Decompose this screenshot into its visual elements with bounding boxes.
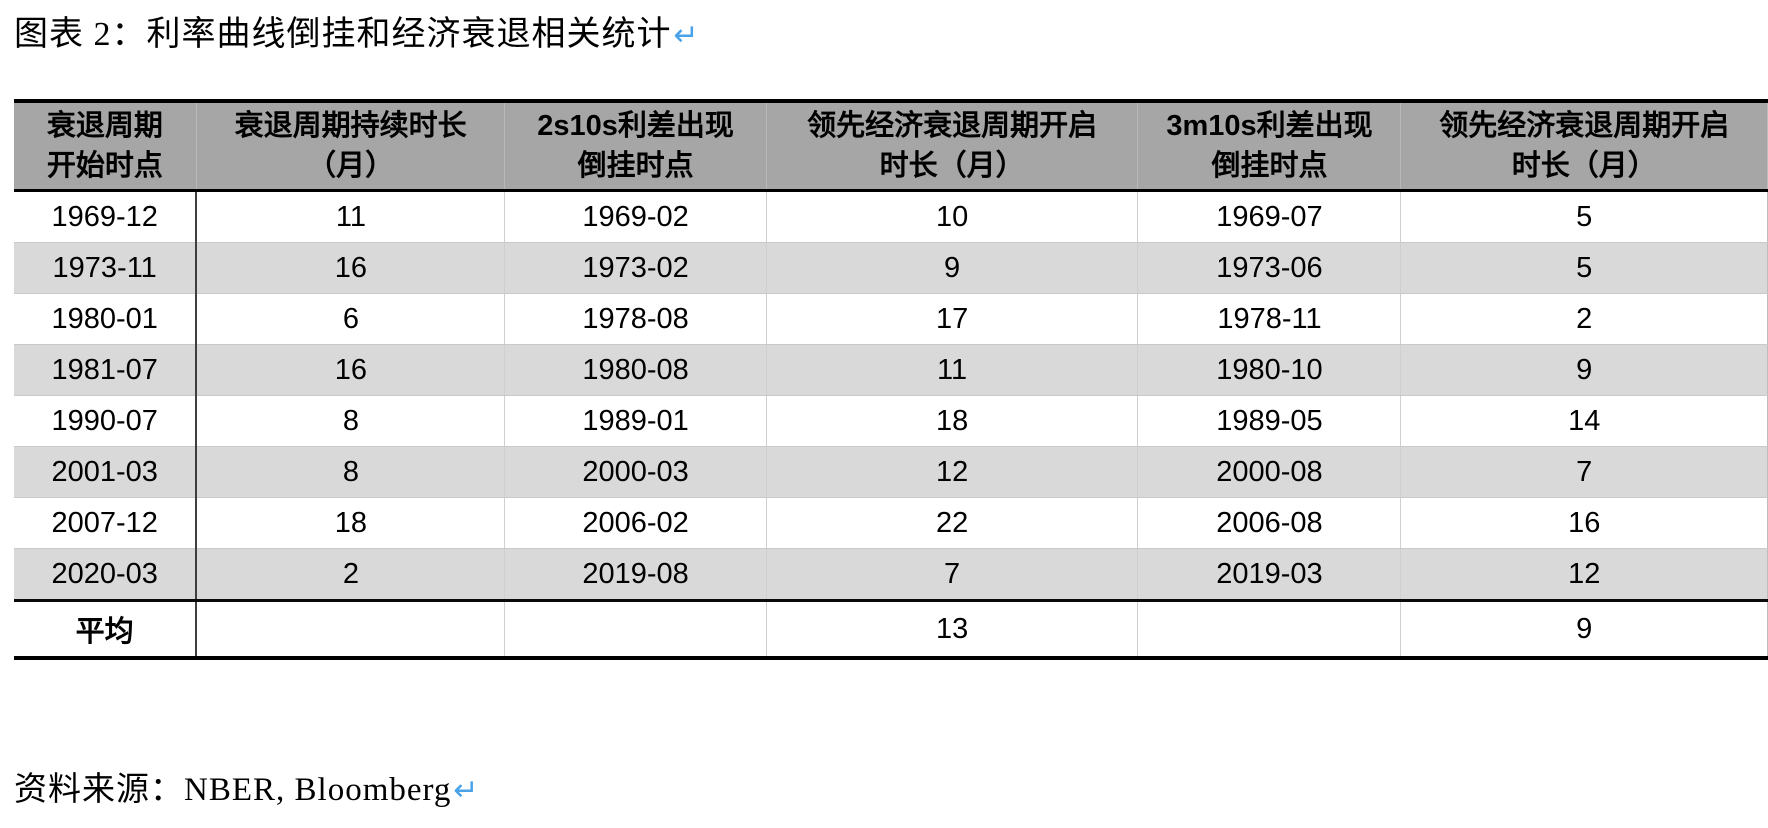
table-cell: 17: [765, 293, 1138, 345]
table-cell: [1137, 599, 1401, 658]
table-cell: 11: [195, 190, 505, 243]
table-cell: 1969-12: [14, 190, 197, 243]
table-cell: 12: [765, 446, 1138, 498]
table-header-row: 衰退周期 开始时点 衰退周期持续时长 （月） 2s10s利差出现 倒挂时点 领先经济衰…: [14, 101, 1768, 192]
table-cell: 16: [195, 242, 505, 294]
figure-title: 图表 2：利率曲线倒挂和经济衰退相关统计↵: [14, 6, 700, 55]
table-row: 2007-12 18 2006-02 22 2006-08 16: [14, 497, 1768, 549]
table-cell: 1980-10: [1137, 344, 1401, 396]
table-cell: 1990-07: [14, 395, 197, 447]
table-cell: 9: [765, 242, 1138, 294]
data-source-line: 资料来源：NBER, Bloomberg↵: [14, 762, 480, 810]
table-row: 1980-01 6 1978-08 17 1978-11 2: [14, 293, 1768, 345]
table-cell: 2000-08: [1137, 446, 1401, 498]
table-cell: 9: [1400, 599, 1768, 658]
table-cell: 1969-02: [504, 190, 767, 243]
column-header: 领先经济衰退周期开启 时长（月）: [765, 101, 1138, 192]
column-header: 领先经济衰退周期开启 时长（月）: [1400, 101, 1768, 192]
recession-inversion-stats-table: 衰退周期 开始时点 衰退周期持续时长 （月） 2s10s利差出现 倒挂时点 领先经济衰…: [14, 99, 1768, 660]
figure-title-text: 图表 2：利率曲线倒挂和经济衰退相关统计: [14, 16, 672, 53]
table-cell: 7: [1400, 446, 1768, 498]
table-cell: 1978-11: [1137, 293, 1401, 345]
table-cell: 16: [1400, 497, 1768, 549]
table-cell: 6: [195, 293, 505, 345]
table-cell: 8: [195, 446, 505, 498]
table-cell: 7: [765, 548, 1138, 601]
table-cell: 2006-02: [504, 497, 767, 549]
table-cell: 2019-03: [1137, 548, 1401, 601]
table-cell: 2000-03: [504, 446, 767, 498]
table-cell: 18: [765, 395, 1138, 447]
table-average-row: 平均 13 9: [14, 599, 1768, 658]
table-cell: 13: [765, 599, 1138, 658]
table-cell: 2: [1400, 293, 1768, 345]
table-row: 2020-03 2 2019-08 7 2019-03 12: [14, 548, 1768, 601]
table-cell: 1978-08: [504, 293, 767, 345]
table-cell: 1989-05: [1137, 395, 1401, 447]
data-source-text: 资料来源：NBER, Bloomberg: [14, 772, 452, 808]
table-cell: 1969-07: [1137, 190, 1401, 243]
average-row-label: 平均: [14, 599, 197, 658]
column-header: 衰退周期持续时长 （月）: [195, 101, 505, 192]
table-cell: 1973-06: [1137, 242, 1401, 294]
table-cell: 1980-08: [504, 344, 767, 396]
table-cell: 10: [765, 190, 1138, 243]
paragraph-return-icon: ↵: [673, 18, 700, 53]
table-header: 衰退周期 开始时点 衰退周期持续时长 （月） 2s10s利差出现 倒挂时点 领先经济衰…: [14, 101, 1768, 192]
table-cell: 2007-12: [14, 497, 197, 549]
table-cell: 11: [765, 344, 1138, 396]
table-cell: 22: [765, 497, 1138, 549]
table-cell: 12: [1400, 548, 1768, 601]
table-cell: 2019-08: [504, 548, 767, 601]
table-cell: 16: [195, 344, 505, 396]
table-cell: 1973-02: [504, 242, 767, 294]
table-cell: 1980-01: [14, 293, 197, 345]
table-row: 1981-07 16 1980-08 11 1980-10 9: [14, 344, 1768, 396]
table-row: 1973-11 16 1973-02 9 1973-06 5: [14, 242, 1768, 294]
column-header: 衰退周期 开始时点: [14, 101, 197, 192]
table-cell: 5: [1400, 242, 1768, 294]
table-row: 2001-03 8 2000-03 12 2000-08 7: [14, 446, 1768, 498]
column-header: 2s10s利差出现 倒挂时点: [504, 101, 767, 192]
table-cell: 2: [195, 548, 505, 601]
table-cell: [504, 599, 767, 658]
table-cell: 9: [1400, 344, 1768, 396]
table-cell: 18: [195, 497, 505, 549]
table-cell: 1989-01: [504, 395, 767, 447]
table-cell: 2020-03: [14, 548, 197, 601]
table-body: 1969-12 11 1969-02 10 1969-07 5 1973-11 16 1973-…: [14, 190, 1768, 658]
table-cell: 5: [1400, 190, 1768, 243]
table-cell: [195, 599, 505, 658]
table-cell: 8: [195, 395, 505, 447]
table-cell: 1973-11: [14, 242, 197, 294]
table-row: 1990-07 8 1989-01 18 1989-05 14: [14, 395, 1768, 447]
table-cell: 2006-08: [1137, 497, 1401, 549]
table-cell: 2001-03: [14, 446, 197, 498]
table-cell: 1981-07: [14, 344, 197, 396]
table-cell: 14: [1400, 395, 1768, 447]
column-header: 3m10s利差出现 倒挂时点: [1137, 101, 1401, 192]
paragraph-return-icon: ↵: [453, 773, 480, 808]
table-row: 1969-12 11 1969-02 10 1969-07 5: [14, 190, 1768, 243]
